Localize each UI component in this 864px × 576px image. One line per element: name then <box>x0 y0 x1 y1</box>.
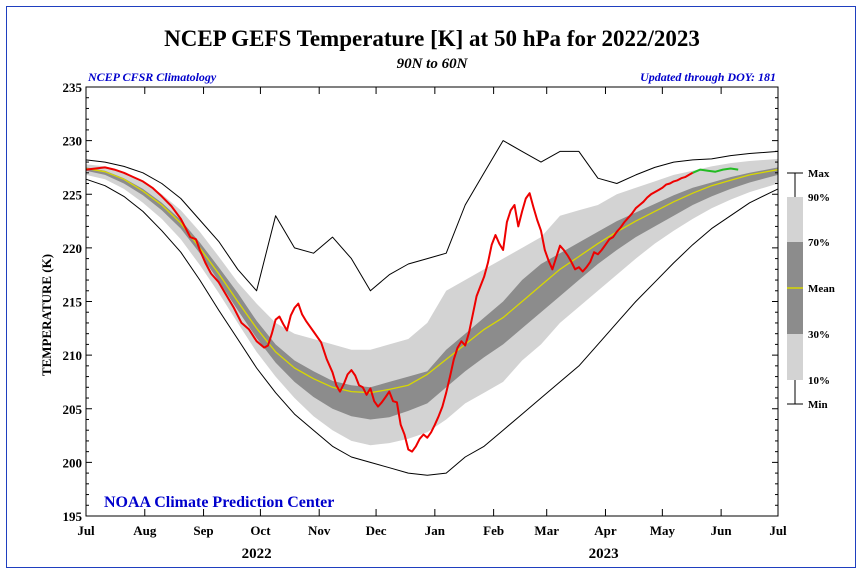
y-tick-label: 210 <box>63 348 83 363</box>
axes: 195 200 205 210 215 220 225 230 235 Jul Aug Sep Oct N… <box>63 80 788 562</box>
legend-label-p70: 70% <box>808 237 830 249</box>
x-tick-label: Mar <box>534 523 559 538</box>
legend: Max 90% 70% Mean 30% 10% Min <box>787 168 835 411</box>
x-tick-label: Jul <box>77 523 95 538</box>
year-label: 2022 <box>242 546 272 562</box>
max-line <box>85 140 779 292</box>
legend-label-max: Max <box>808 168 830 180</box>
chart-title: NCEP GEFS Temperature [K] at 50 hPa for … <box>164 26 700 51</box>
legend-label-mean: Mean <box>808 283 835 295</box>
x-tick-label: Jul <box>769 523 787 538</box>
plot-area <box>85 87 779 516</box>
observed-line <box>85 166 694 453</box>
x-tick-label: Oct <box>250 523 271 538</box>
y-tick-label: 225 <box>63 187 83 202</box>
x-tick-label: May <box>650 523 676 538</box>
x-tick-label: Dec <box>366 523 387 538</box>
y-tick-label: 220 <box>63 241 83 256</box>
x-tick-label: Jan <box>425 523 446 538</box>
x-tick-label: Aug <box>133 523 157 538</box>
x-tick-label: Apr <box>594 523 617 538</box>
year-label: 2023 <box>589 546 619 562</box>
y-axis-label: TEMPERATURE (K) <box>39 254 54 376</box>
y-tick-label: 235 <box>63 80 83 95</box>
legend-label-min: Min <box>808 399 828 411</box>
y-tick-label: 215 <box>63 295 83 310</box>
climatology-note: NCEP CFSR Climatology <box>87 70 217 84</box>
chart-subtitle: 90N to 60N <box>397 56 469 72</box>
x-tick-label: Nov <box>308 523 331 538</box>
x-tick-label: Jun <box>711 523 733 538</box>
update-note: Updated through DOY: 181 <box>640 70 776 84</box>
y-tick-label: 195 <box>63 509 83 524</box>
x-tick-label: Sep <box>193 523 213 538</box>
plot-background <box>86 87 778 516</box>
y-tick-label: 205 <box>63 402 83 417</box>
legend-label-p30: 30% <box>808 329 830 341</box>
x-tick-label: Feb <box>483 523 504 538</box>
forecast-line <box>692 167 739 174</box>
y-tick-label: 230 <box>63 134 83 149</box>
chart-frame <box>6 6 856 568</box>
credit-label: NOAA Climate Prediction Center <box>104 494 334 511</box>
band-30-70 <box>86 167 778 420</box>
y-tick-label: 200 <box>63 455 83 470</box>
min-line <box>85 178 779 476</box>
legend-label-p90: 90% <box>808 192 830 204</box>
legend-label-p10: 10% <box>808 375 830 387</box>
